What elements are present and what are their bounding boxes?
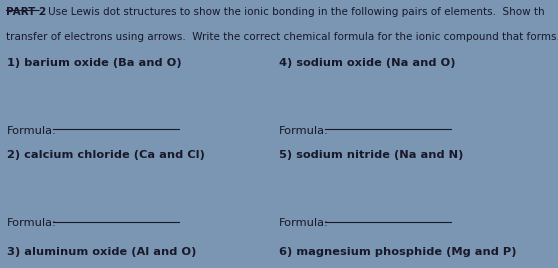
- Text: 6) magnesium phosphide (Mg and P): 6) magnesium phosphide (Mg and P): [279, 247, 517, 256]
- Text: 5) sodium nitride (Na and N): 5) sodium nitride (Na and N): [279, 150, 463, 160]
- Text: Formula:: Formula:: [7, 218, 56, 228]
- Text: PART 2: PART 2: [6, 7, 46, 17]
- Text: Formula:: Formula:: [279, 218, 329, 228]
- Text: Formula:: Formula:: [7, 126, 56, 136]
- Text: 2) calcium chloride (Ca and Cl): 2) calcium chloride (Ca and Cl): [7, 150, 205, 160]
- Text: 4) sodium oxide (Na and O): 4) sodium oxide (Na and O): [279, 58, 455, 68]
- Text: 1) barium oxide (Ba and O): 1) barium oxide (Ba and O): [7, 58, 181, 68]
- Text: 3) aluminum oxide (Al and O): 3) aluminum oxide (Al and O): [7, 247, 196, 256]
- Text: :  Use Lewis dot structures to show the ionic bonding in the following pairs of : : Use Lewis dot structures to show the i…: [38, 7, 545, 17]
- Text: transfer of electrons using arrows.  Write the correct chemical formula for the : transfer of electrons using arrows. Writ…: [6, 32, 558, 42]
- Text: Formula:: Formula:: [279, 126, 329, 136]
